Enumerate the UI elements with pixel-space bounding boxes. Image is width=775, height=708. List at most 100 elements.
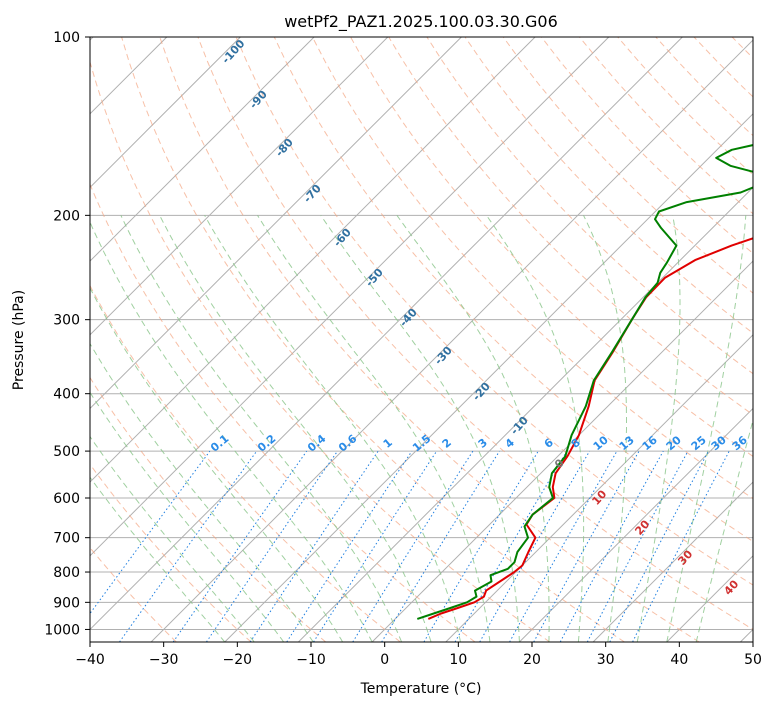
dry-adiabat-line	[617, 37, 753, 176]
y-tick-label: 800	[53, 565, 80, 581]
y-tick-label: 200	[53, 208, 80, 224]
dry-adiabat-line	[693, 37, 753, 98]
moist-adiabat-line	[486, 215, 585, 642]
dry-adiabat-line	[502, 37, 753, 294]
isotherm-line	[445, 334, 753, 642]
mixing-ratio-line	[559, 450, 664, 642]
isotherm-line	[90, 37, 389, 336]
isotherm-line	[90, 37, 683, 631]
moist-adiabat-line	[320, 215, 520, 642]
moist-adiabat-label: 40	[721, 577, 741, 597]
dewpoint-line	[416, 144, 753, 620]
moist-adiabat-line	[636, 215, 681, 642]
isotherm-line	[90, 37, 241, 189]
moist-adiabat-label: 30	[675, 547, 695, 567]
dry-adiabat-line	[235, 37, 753, 586]
x-tick-label: 50	[744, 652, 762, 668]
isotherm-label: -60	[331, 226, 354, 250]
y-tick-label: 700	[53, 531, 80, 547]
mixing-ratio-line	[533, 450, 640, 642]
mixing-ratio-line	[509, 450, 618, 642]
isotherm-label: -80	[273, 136, 296, 160]
moist-adiabat-line	[396, 215, 550, 642]
y-ticks: 1000 900 800 700 600 500 400 300 200 100	[44, 30, 90, 638]
dry-adiabat-line	[159, 37, 700, 642]
isotherm-label: -70	[301, 182, 324, 206]
x-tick-label: 10	[449, 652, 467, 668]
y-tick-label: 400	[53, 387, 80, 403]
moist-adiabat-line	[90, 476, 226, 642]
isotherm-line	[90, 37, 536, 483]
moist-adiabat-line	[159, 215, 432, 642]
isotherm-line	[592, 481, 753, 642]
isotherm-label: -40	[397, 306, 420, 330]
y-tick-label: 600	[53, 491, 80, 507]
moist-adiabat-label: 20	[632, 517, 652, 537]
y-tick-label: 300	[53, 313, 80, 329]
mixing-ratio-line	[172, 450, 308, 642]
isotherm-line	[371, 260, 753, 642]
mixing-ratio-line	[249, 450, 379, 642]
dry-adiabat-line	[90, 463, 252, 642]
x-tick-label: 30	[597, 652, 615, 668]
dry-adiabat-line	[388, 37, 753, 416]
isotherm-label: -100	[219, 37, 247, 66]
background-lines	[90, 37, 775, 642]
x-tick-label: −20	[223, 652, 253, 668]
mixing-ratio-line	[119, 450, 258, 642]
y-tick-label: 1000	[44, 622, 80, 638]
mixing-ratio-line	[352, 450, 474, 642]
mixing-ratio-line	[313, 450, 438, 642]
mixing-ratio-line	[90, 450, 211, 615]
mixing-ratio-line	[286, 450, 413, 642]
isotherm-line	[519, 407, 753, 642]
isotherm-label: -30	[432, 344, 455, 368]
moist-adiabat-line	[666, 215, 747, 642]
isotherm-label: -10	[508, 414, 531, 438]
isotherm-line	[90, 37, 610, 557]
moist-adiabat-line	[583, 215, 627, 642]
mixing-ratio-label: 3	[476, 436, 490, 451]
x-tick-label: −30	[149, 652, 179, 668]
y-tick-label: 500	[53, 444, 80, 460]
dry-adiabat-line	[770, 37, 775, 642]
mixing-ratio-label: 13	[617, 433, 637, 453]
moist-adiabat-line	[120, 215, 403, 642]
y-axis-label: Pressure (hPa)	[11, 290, 27, 390]
mixing-ratio-line	[586, 450, 689, 642]
mixing-ratio-label: 16	[640, 433, 660, 453]
dry-adiabat-line	[311, 37, 753, 500]
x-ticks: −40 −30 −20 −10 0 10 20 30 40 50	[75, 642, 762, 668]
dry-adiabat-line	[90, 182, 476, 642]
dry-adiabat-line	[197, 37, 753, 630]
isotherm-line	[740, 628, 753, 642]
moist-adiabat-line	[90, 391, 285, 642]
x-tick-label: −40	[75, 652, 105, 668]
isotherm-label: -20	[470, 380, 493, 404]
mixing-ratio-line	[205, 450, 338, 642]
moist-adiabat-line	[90, 342, 314, 642]
dry-adiabat-line	[90, 284, 401, 642]
dry-adiabat-line	[655, 37, 753, 137]
isoline-labels: -100-90-80-70-60-50-40-30-20-100.1 0.2 0.4…	[208, 37, 750, 598]
moist-adiabat-line	[204, 215, 461, 642]
y-tick-label: 100	[53, 30, 80, 46]
isotherm-label: -90	[247, 88, 270, 112]
x-tick-label: 40	[670, 652, 688, 668]
moist-adiabat-label: 10	[589, 487, 609, 507]
dry-adiabat-line	[350, 37, 753, 458]
mixing-ratio-line	[381, 450, 500, 642]
mixing-ratio-label: 36	[730, 433, 750, 453]
x-tick-label: 20	[523, 652, 541, 668]
dry-adiabat-line	[541, 37, 753, 254]
y-tick-label: 900	[53, 595, 80, 611]
mixing-ratio-label: 20	[664, 433, 684, 453]
mixing-ratio-label: 4	[503, 436, 517, 451]
isotherm-label: -50	[363, 266, 386, 290]
chart-title: wetPf2_PAZ1.2025.100.03.30.G06	[284, 12, 558, 32]
series-layer	[416, 144, 753, 620]
mixing-ratio-label: 25	[689, 433, 709, 453]
x-tick-label: 0	[380, 652, 389, 668]
